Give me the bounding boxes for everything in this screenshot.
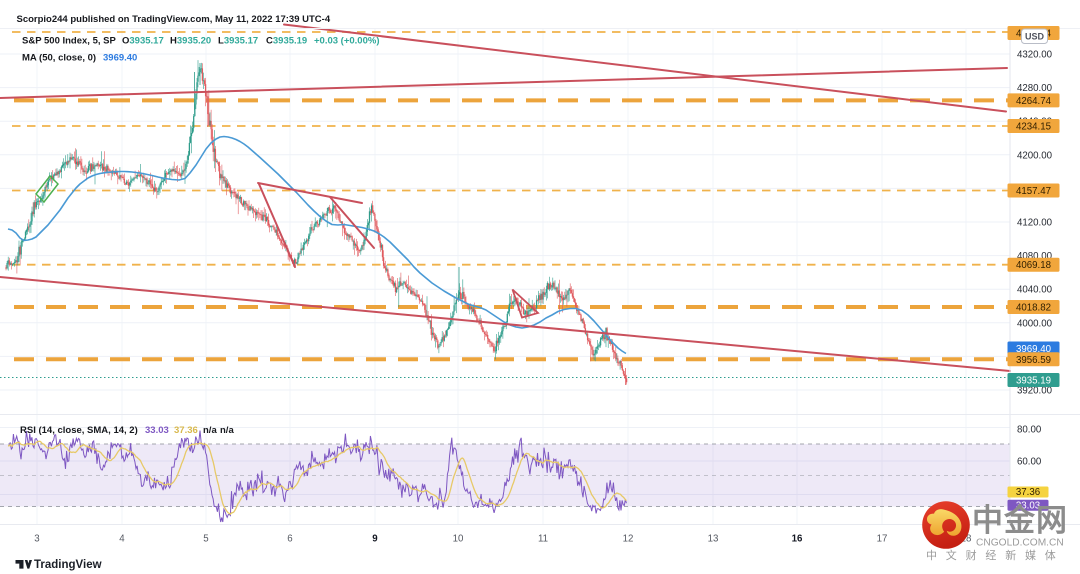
- svg-text:4320.00: 4320.00: [1017, 50, 1053, 61]
- svg-text:Scorpio244 published on Tradin: Scorpio244 published on TradingView.com,…: [17, 14, 331, 25]
- svg-text:n/a: n/a: [203, 425, 217, 436]
- svg-text:3969.40: 3969.40: [1016, 344, 1052, 355]
- svg-text:MA (50, close, 0): MA (50, close, 0): [22, 53, 96, 64]
- svg-text:RSI (14, close, SMA, 14, 2): RSI (14, close, SMA, 14, 2): [20, 425, 138, 436]
- svg-text:CNGOLD.COM.CN: CNGOLD.COM.CN: [976, 538, 1064, 549]
- svg-text:4080.00: 4080.00: [1017, 251, 1053, 262]
- svg-text:18: 18: [961, 534, 972, 545]
- svg-text:中金网: 中金网: [972, 503, 1068, 538]
- svg-text:9: 9: [372, 534, 378, 545]
- svg-text:33.03: 33.03: [1016, 501, 1040, 512]
- svg-text:10: 10: [453, 534, 464, 545]
- svg-text:37.36: 37.36: [174, 425, 198, 436]
- svg-text:17: 17: [877, 534, 888, 545]
- svg-text:4018.82: 4018.82: [1016, 303, 1051, 314]
- svg-text:4069.18: 4069.18: [1016, 260, 1051, 271]
- svg-text:37.36: 37.36: [1016, 487, 1040, 498]
- svg-text:H3935.20: H3935.20: [170, 36, 211, 47]
- svg-text:USD: USD: [1025, 32, 1045, 42]
- svg-text:13: 13: [708, 534, 719, 545]
- svg-text:3920.00: 3920.00: [1017, 386, 1053, 397]
- svg-text:6: 6: [287, 534, 292, 545]
- svg-text:12: 12: [623, 534, 634, 545]
- svg-text:+0.03 (+0.00%): +0.03 (+0.00%): [314, 36, 380, 47]
- svg-text:5: 5: [203, 534, 208, 545]
- svg-text:3969.40: 3969.40: [103, 53, 137, 64]
- svg-text:4157.47: 4157.47: [1016, 186, 1051, 197]
- svg-text:16: 16: [792, 534, 803, 545]
- svg-text:4120.00: 4120.00: [1017, 218, 1053, 229]
- svg-text:4280.00: 4280.00: [1017, 83, 1053, 94]
- svg-text:3956.59: 3956.59: [1016, 355, 1051, 366]
- svg-text:3935.19: 3935.19: [1016, 376, 1051, 387]
- svg-text:4: 4: [119, 534, 125, 545]
- svg-text:TradingView: TradingView: [34, 559, 102, 571]
- svg-text:60.00: 60.00: [1017, 457, 1042, 468]
- svg-text:4200.00: 4200.00: [1017, 150, 1053, 161]
- svg-text:4234.15: 4234.15: [1016, 122, 1051, 133]
- svg-text:C3935.19: C3935.19: [266, 36, 307, 47]
- svg-text:11: 11: [538, 534, 548, 545]
- svg-text:4264.74: 4264.74: [1016, 96, 1052, 107]
- svg-text:n/a: n/a: [220, 425, 234, 436]
- svg-text:中文财经新媒体: 中文财经新媒体: [926, 548, 1065, 562]
- svg-text:80.00: 80.00: [1017, 425, 1042, 436]
- svg-text:33.03: 33.03: [145, 425, 169, 436]
- svg-text:4000.00: 4000.00: [1017, 318, 1053, 329]
- svg-text:O3935.17: O3935.17: [122, 36, 164, 47]
- svg-text:L3935.17: L3935.17: [218, 36, 258, 47]
- svg-text:4040.00: 4040.00: [1017, 285, 1053, 296]
- svg-text:3: 3: [34, 534, 39, 545]
- svg-text:S&P 500 Index, 5, SP: S&P 500 Index, 5, SP: [22, 36, 116, 47]
